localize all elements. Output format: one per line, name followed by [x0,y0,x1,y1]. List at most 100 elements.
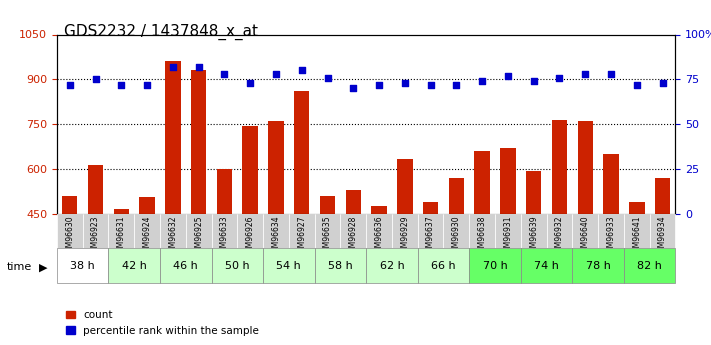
FancyBboxPatch shape [572,248,624,283]
FancyBboxPatch shape [495,214,520,248]
FancyBboxPatch shape [212,214,237,248]
Text: GSM96632: GSM96632 [169,216,177,257]
Text: 62 h: 62 h [380,261,405,270]
Text: 66 h: 66 h [431,261,456,270]
Bar [603,154,619,214]
FancyBboxPatch shape [314,214,341,248]
Text: GSM96636: GSM96636 [375,216,383,257]
FancyBboxPatch shape [314,248,366,283]
FancyBboxPatch shape [572,214,598,248]
Bar [397,159,412,214]
Text: 70 h: 70 h [483,261,508,270]
Text: GSM96924: GSM96924 [143,216,151,257]
FancyBboxPatch shape [341,214,366,248]
FancyBboxPatch shape [186,214,212,248]
Point [399,80,410,86]
Text: time: time [7,263,33,272]
Text: GDS2232 / 1437848_x_at: GDS2232 / 1437848_x_at [64,24,258,40]
Point [657,80,668,86]
FancyBboxPatch shape [547,214,572,248]
FancyBboxPatch shape [520,214,547,248]
Point [348,86,359,91]
Bar [552,120,567,214]
FancyBboxPatch shape [108,248,160,283]
Bar [423,202,438,214]
Text: GSM96932: GSM96932 [555,216,564,257]
Bar [449,178,464,214]
Bar [320,196,336,214]
Bar [88,165,103,214]
Point [605,71,616,77]
Bar [655,178,670,214]
Bar [629,202,644,214]
FancyBboxPatch shape [598,214,624,248]
FancyBboxPatch shape [418,214,444,248]
FancyBboxPatch shape [237,214,263,248]
Text: GSM96637: GSM96637 [426,216,435,257]
Point [64,82,75,88]
Point [90,77,101,82]
Text: GSM96928: GSM96928 [349,216,358,257]
Bar [62,196,77,214]
FancyBboxPatch shape [624,214,650,248]
FancyBboxPatch shape [134,214,160,248]
FancyBboxPatch shape [289,214,314,248]
Text: GSM96927: GSM96927 [297,216,306,257]
Text: GSM96931: GSM96931 [503,216,513,257]
FancyBboxPatch shape [57,214,82,248]
Point [141,82,153,88]
FancyBboxPatch shape [212,248,263,283]
Text: 50 h: 50 h [225,261,250,270]
Point [219,71,230,77]
Bar [165,61,181,214]
FancyBboxPatch shape [263,214,289,248]
FancyBboxPatch shape [469,248,520,283]
Text: GSM96925: GSM96925 [194,216,203,257]
FancyBboxPatch shape [366,214,392,248]
Text: GSM96631: GSM96631 [117,216,126,257]
Text: GSM96640: GSM96640 [581,216,589,257]
Point [193,64,204,70]
Text: GSM96934: GSM96934 [658,216,667,257]
Point [476,78,488,84]
FancyBboxPatch shape [444,214,469,248]
Text: ▶: ▶ [39,263,48,272]
Text: GSM96639: GSM96639 [529,216,538,257]
FancyBboxPatch shape [469,214,495,248]
Bar [371,206,387,214]
Bar [346,190,361,214]
Bar [242,126,258,214]
Text: GSM96929: GSM96929 [400,216,410,257]
FancyBboxPatch shape [650,214,675,248]
Text: 74 h: 74 h [534,261,559,270]
FancyBboxPatch shape [82,214,108,248]
Bar [268,121,284,214]
Text: GSM96923: GSM96923 [91,216,100,257]
Point [116,82,127,88]
Point [631,82,643,88]
Text: GSM96641: GSM96641 [632,216,641,257]
FancyBboxPatch shape [392,214,418,248]
Bar [500,148,515,214]
FancyBboxPatch shape [418,248,469,283]
Bar [474,151,490,214]
Bar [191,70,206,214]
FancyBboxPatch shape [624,248,675,283]
Point [322,75,333,80]
Text: GSM96638: GSM96638 [478,216,486,257]
Point [554,75,565,80]
Text: 78 h: 78 h [586,261,611,270]
FancyBboxPatch shape [57,248,108,283]
FancyBboxPatch shape [263,248,314,283]
Text: GSM96634: GSM96634 [272,216,280,257]
Text: GSM96630: GSM96630 [65,216,74,257]
Bar [577,121,593,214]
Point [502,73,513,79]
FancyBboxPatch shape [160,248,212,283]
FancyBboxPatch shape [108,214,134,248]
Bar [294,91,309,214]
Bar [114,209,129,214]
Point [425,82,437,88]
Text: GSM96633: GSM96633 [220,216,229,257]
Point [373,82,385,88]
